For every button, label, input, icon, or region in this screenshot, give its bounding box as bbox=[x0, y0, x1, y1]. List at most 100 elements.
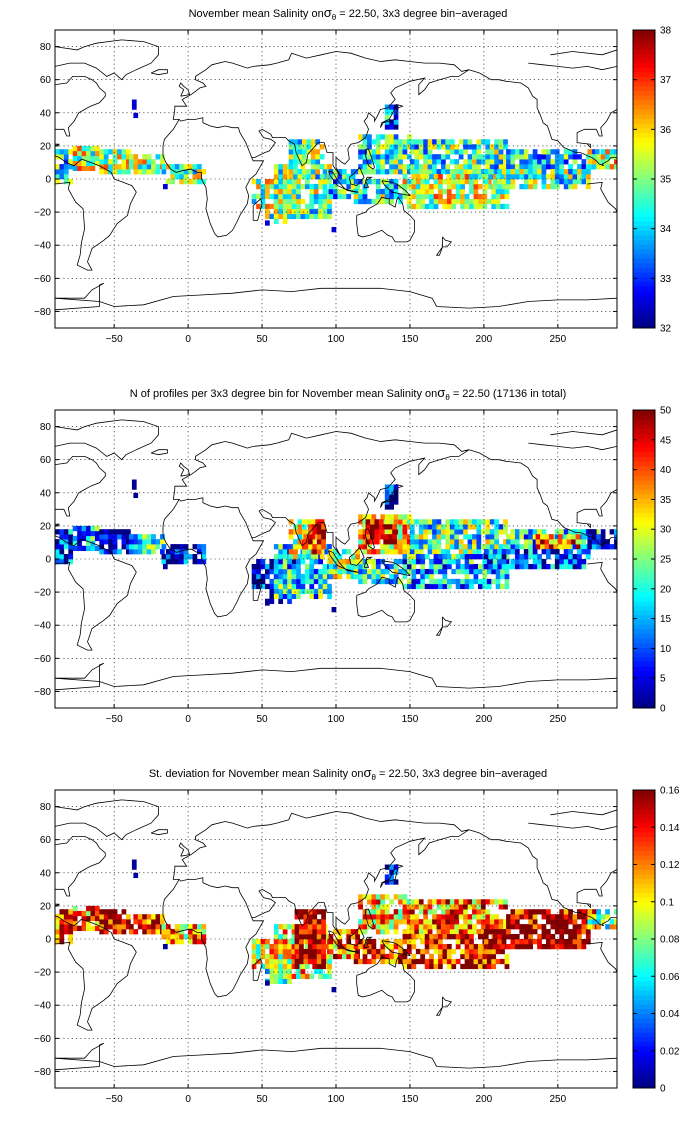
heatmap-cell bbox=[260, 578, 266, 585]
heatmap-cell bbox=[495, 203, 501, 210]
heatmap-cell bbox=[501, 169, 507, 175]
heatmap-cell bbox=[155, 164, 161, 170]
heatmap-cell bbox=[299, 929, 304, 935]
heatmap-cell bbox=[438, 958, 443, 965]
coastline bbox=[252, 578, 263, 601]
heatmap-cell bbox=[380, 193, 386, 200]
colorbar-step bbox=[633, 165, 655, 171]
heatmap-cell bbox=[287, 939, 292, 945]
heatmap-cell bbox=[501, 554, 507, 560]
heatmap-cell bbox=[460, 563, 465, 570]
heatmap-cell bbox=[577, 929, 582, 935]
heatmap-cell bbox=[485, 149, 491, 155]
heatmap-cell bbox=[269, 559, 275, 565]
colorbar-step bbox=[633, 489, 655, 495]
heatmap-cell bbox=[322, 208, 328, 215]
heatmap-cell bbox=[581, 924, 587, 930]
heatmap-cell bbox=[165, 164, 171, 170]
heatmap-cell bbox=[328, 573, 334, 580]
heatmap-cell bbox=[476, 539, 482, 545]
colorbar-tick-label: 0.14 bbox=[660, 823, 680, 834]
heatmap-cell bbox=[519, 929, 525, 935]
heatmap-cell bbox=[321, 914, 326, 920]
heatmap-cell bbox=[328, 559, 334, 565]
heatmap-cell bbox=[260, 188, 266, 195]
heatmap-cell bbox=[59, 164, 65, 170]
heatmap-cell bbox=[429, 958, 434, 965]
heatmap-cell bbox=[63, 529, 69, 535]
heatmap-cell bbox=[291, 588, 297, 595]
heatmap-cell bbox=[541, 943, 547, 950]
heatmap-cell bbox=[282, 588, 288, 595]
heatmap-cell bbox=[482, 193, 488, 200]
heatmap-cell bbox=[523, 943, 529, 950]
heatmap-cell bbox=[528, 554, 533, 560]
heatmap-cell bbox=[433, 554, 439, 560]
heatmap-cell bbox=[429, 559, 434, 565]
heatmap-cell bbox=[537, 169, 542, 175]
heatmap-cell bbox=[497, 554, 502, 560]
y-tick-label: −40 bbox=[34, 241, 51, 252]
heatmap-cell bbox=[510, 159, 516, 165]
heatmap-cell bbox=[577, 563, 582, 570]
heatmap-cell bbox=[125, 544, 131, 550]
heatmap-cell bbox=[375, 183, 381, 190]
heatmap-cell bbox=[188, 939, 193, 945]
heatmap-cell bbox=[581, 174, 587, 180]
colorbar-step bbox=[633, 1041, 655, 1047]
heatmap-cell bbox=[121, 159, 127, 165]
heatmap-cell bbox=[492, 563, 498, 570]
heatmap-cell bbox=[449, 904, 455, 910]
heatmap-cell bbox=[514, 914, 520, 920]
heatmap-cell bbox=[128, 544, 134, 550]
heatmap-cell bbox=[495, 573, 501, 580]
colorbar-step bbox=[633, 183, 655, 189]
heatmap-cell bbox=[591, 164, 597, 170]
heatmap-cell bbox=[433, 963, 439, 970]
heatmap-cell bbox=[355, 183, 360, 190]
heatmap-cell bbox=[108, 924, 113, 930]
coastline bbox=[528, 442, 617, 451]
heatmap-cell bbox=[409, 149, 415, 155]
heatmap-cell bbox=[287, 573, 292, 580]
heatmap-cell bbox=[313, 554, 319, 560]
heatmap-cell bbox=[367, 894, 372, 900]
heatmap-cell bbox=[327, 198, 332, 205]
heatmap-cell bbox=[350, 563, 356, 570]
colorbar-step bbox=[633, 286, 655, 292]
heatmap-cell bbox=[451, 559, 457, 565]
heatmap-cell bbox=[304, 939, 310, 945]
heatmap-cell bbox=[121, 534, 127, 540]
heatmap-cell bbox=[303, 948, 309, 955]
heatmap-cell bbox=[269, 213, 275, 220]
colorbar-step bbox=[633, 410, 655, 416]
heatmap-cell bbox=[501, 929, 507, 935]
y-tick-label: −60 bbox=[34, 274, 51, 285]
heatmap-cell bbox=[137, 924, 143, 930]
heatmap-cell bbox=[423, 929, 428, 935]
heatmap-cell bbox=[77, 545, 82, 552]
heatmap-cell bbox=[380, 188, 386, 195]
heatmap-cell bbox=[312, 529, 318, 535]
heatmap-cell bbox=[260, 573, 266, 580]
heatmap-cell bbox=[488, 174, 494, 180]
heatmap-cell bbox=[488, 554, 494, 560]
heatmap-cell bbox=[68, 914, 74, 920]
colorbar-tick-label: 0.1 bbox=[660, 897, 674, 908]
heatmap-cell bbox=[406, 514, 412, 520]
colorbar-step bbox=[633, 855, 655, 861]
heatmap-cell bbox=[367, 943, 372, 950]
heatmap-cell bbox=[486, 958, 492, 965]
chart-title-sigma: σ bbox=[437, 385, 445, 400]
heatmap-cell bbox=[488, 939, 494, 945]
heatmap-cell bbox=[532, 179, 538, 185]
heatmap-cell bbox=[436, 904, 442, 910]
colorbar-tick-label: 38 bbox=[660, 26, 672, 37]
heatmap-cell bbox=[433, 939, 439, 945]
heatmap-cell bbox=[501, 934, 507, 940]
colorbar-step bbox=[633, 1032, 655, 1038]
heatmap-cell bbox=[563, 924, 569, 930]
heatmap-cell bbox=[494, 919, 499, 925]
heatmap-cell bbox=[414, 544, 420, 550]
heatmap-cell bbox=[585, 154, 591, 160]
